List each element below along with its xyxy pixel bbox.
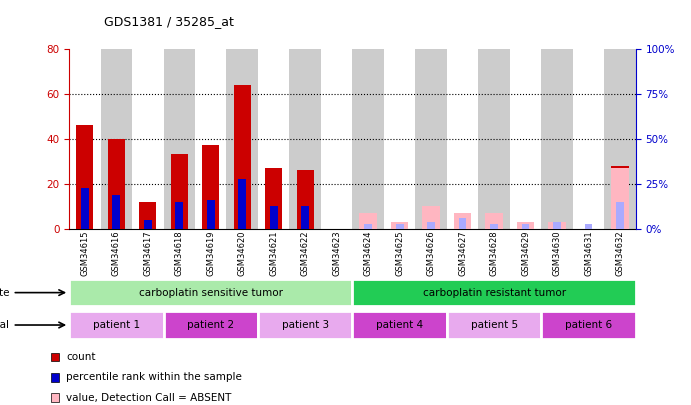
Bar xyxy=(144,220,152,229)
Bar xyxy=(459,217,466,229)
Text: patient 3: patient 3 xyxy=(282,320,329,330)
Bar xyxy=(227,49,258,229)
Bar xyxy=(541,49,573,229)
Bar xyxy=(69,279,352,306)
Bar xyxy=(301,206,309,229)
Bar xyxy=(51,394,59,402)
Bar xyxy=(296,170,314,229)
Bar xyxy=(422,206,439,229)
Bar xyxy=(553,222,561,229)
Bar xyxy=(352,279,636,306)
Bar xyxy=(176,202,183,229)
Bar xyxy=(258,49,290,229)
Bar xyxy=(139,202,156,229)
Bar xyxy=(132,49,164,229)
Bar xyxy=(352,49,384,229)
Bar xyxy=(195,49,227,229)
Bar xyxy=(396,224,404,229)
Text: patient 2: patient 2 xyxy=(187,320,234,330)
Text: patient 4: patient 4 xyxy=(376,320,423,330)
Bar xyxy=(290,49,321,229)
Bar xyxy=(391,222,408,229)
Bar xyxy=(171,154,188,229)
Bar xyxy=(573,49,604,229)
Bar xyxy=(585,224,592,229)
Bar xyxy=(510,49,541,229)
Text: percentile rank within the sample: percentile rank within the sample xyxy=(66,373,242,382)
Bar xyxy=(51,373,59,382)
Bar xyxy=(549,222,566,229)
Text: patient 5: patient 5 xyxy=(471,320,518,330)
Bar xyxy=(238,179,246,229)
Bar xyxy=(490,224,498,229)
Bar xyxy=(604,49,636,229)
Text: GDS1381 / 35285_at: GDS1381 / 35285_at xyxy=(104,15,234,28)
Bar xyxy=(202,145,220,229)
Bar xyxy=(234,85,251,229)
Text: value, Detection Call = ABSENT: value, Detection Call = ABSENT xyxy=(66,393,231,403)
Bar xyxy=(164,311,258,339)
Bar xyxy=(415,49,447,229)
Bar xyxy=(485,213,503,229)
Bar xyxy=(612,168,629,229)
Bar xyxy=(364,224,372,229)
Text: disease state: disease state xyxy=(0,288,9,298)
Text: patient 6: patient 6 xyxy=(565,320,612,330)
Text: carboplatin resistant tumor: carboplatin resistant tumor xyxy=(422,288,566,298)
Text: count: count xyxy=(66,352,96,362)
Bar xyxy=(321,49,352,229)
Bar xyxy=(616,202,624,229)
Bar xyxy=(69,311,164,339)
Bar xyxy=(51,353,59,361)
Bar xyxy=(447,311,541,339)
Bar xyxy=(447,49,478,229)
Bar xyxy=(478,49,510,229)
Bar xyxy=(522,224,529,229)
Bar xyxy=(427,222,435,229)
Bar xyxy=(207,200,215,229)
Bar xyxy=(164,49,195,229)
Bar xyxy=(101,49,132,229)
Text: patient 1: patient 1 xyxy=(93,320,140,330)
Text: carboplatin sensitive tumor: carboplatin sensitive tumor xyxy=(139,288,283,298)
Bar xyxy=(258,311,352,339)
Bar xyxy=(76,125,93,229)
Bar xyxy=(454,213,471,229)
Bar xyxy=(359,213,377,229)
Bar xyxy=(69,49,101,229)
Bar xyxy=(612,166,629,229)
Bar xyxy=(113,195,120,229)
Bar xyxy=(108,139,125,229)
Text: individual: individual xyxy=(0,320,9,330)
Bar xyxy=(541,311,636,339)
Bar xyxy=(269,206,278,229)
Bar xyxy=(81,188,88,229)
Bar xyxy=(265,168,283,229)
Bar xyxy=(352,311,447,339)
Bar xyxy=(517,222,534,229)
Bar xyxy=(384,49,415,229)
Bar xyxy=(616,204,624,229)
